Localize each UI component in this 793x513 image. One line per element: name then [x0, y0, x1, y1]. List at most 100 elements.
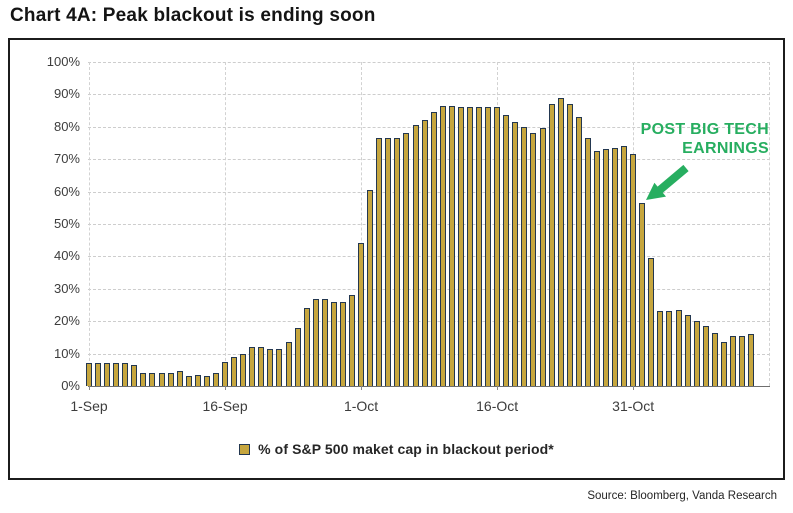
bar-day-18	[249, 347, 256, 386]
bar-day-69	[711, 333, 718, 386]
bar-day-54	[575, 117, 582, 386]
green-arrow-icon	[646, 164, 689, 200]
bar-day-9	[167, 373, 174, 386]
bar-day-46	[503, 115, 510, 386]
bar-day-31	[367, 190, 374, 386]
bar-day-60	[630, 154, 637, 386]
bar-day-32	[376, 138, 383, 386]
gridline-y-100	[88, 62, 770, 63]
bar-day-3	[113, 363, 120, 386]
y-axis-label-70: 70%	[53, 151, 80, 167]
bar-day-8	[158, 373, 165, 386]
bar-day-37	[421, 120, 428, 386]
bar-day-34	[394, 138, 401, 386]
bar-day-5	[131, 365, 138, 386]
bar-day-25	[312, 299, 319, 386]
bar-day-72	[739, 336, 746, 386]
bar-day-47	[512, 122, 519, 386]
bar-day-40	[448, 106, 455, 386]
bar-day-1	[95, 363, 102, 386]
y-axis-label-50: 50%	[53, 216, 80, 231]
plot-area	[86, 62, 770, 387]
y-axis-label-30: 30%	[53, 280, 80, 296]
bar-day-49	[530, 133, 537, 386]
bar-day-68	[702, 326, 709, 386]
annotation-post-big-tech-earnings: POST BIG TECH EARNINGS	[641, 120, 769, 158]
bar-day-61	[639, 203, 646, 386]
x-axis-label-16-Sep: 16-Sep	[202, 398, 248, 414]
bar-day-58	[612, 148, 619, 386]
bar-day-42	[466, 107, 473, 386]
bar-day-14	[212, 373, 219, 386]
bar-day-23	[294, 328, 301, 386]
y-axis-label-60: 60%	[53, 183, 80, 199]
x-axis-tick-16-Oct	[497, 386, 499, 390]
gridline-y-40	[88, 256, 770, 258]
bar-day-71	[729, 336, 736, 386]
bar-day-41	[457, 107, 464, 386]
bar-day-4	[122, 363, 129, 386]
bar-day-73	[748, 334, 755, 386]
bar-day-33	[385, 138, 392, 386]
gridline-y-10	[88, 353, 770, 355]
gridline-y-50	[88, 224, 770, 225]
bar-day-44	[485, 107, 492, 386]
bar-day-29	[349, 295, 356, 386]
source-attribution: Source: Bloomberg, Vanda Research	[587, 490, 777, 502]
bar-day-0	[86, 363, 92, 386]
bar-day-10	[176, 371, 183, 386]
bar-day-39	[439, 106, 446, 386]
gridline-x-1-Oct	[361, 62, 363, 386]
bar-day-45	[494, 107, 501, 386]
bar-day-26	[321, 299, 328, 386]
bar-day-48	[521, 127, 528, 386]
gridline-y-30	[88, 288, 770, 290]
x-axis-tick-31-Oct	[633, 386, 635, 390]
bar-day-55	[584, 138, 591, 386]
x-axis-tick-1-Sep	[89, 386, 90, 390]
bar-day-16	[231, 357, 238, 386]
bar-day-63	[657, 311, 664, 386]
x-axis-label-1-Oct: 1-Oct	[343, 398, 379, 414]
bar-day-17	[240, 354, 247, 386]
x-axis-label-1-Sep: 1-Sep	[70, 398, 108, 414]
bar-day-13	[203, 376, 210, 386]
bar-day-22	[285, 342, 292, 386]
chart-title: Chart 4A: Peak blackout is ending soon	[10, 5, 376, 26]
y-axis-label-0: 0%	[61, 378, 80, 393]
y-axis-label-80: 80%	[53, 118, 80, 134]
bar-day-56	[593, 151, 600, 386]
bar-day-59	[621, 146, 628, 386]
y-axis-label-20: 20%	[53, 313, 80, 329]
gridline-x-right-edge	[769, 62, 770, 386]
legend-swatch-gold-square	[239, 443, 251, 455]
bar-day-15	[222, 362, 229, 386]
gridline-y-70	[88, 159, 770, 161]
bar-day-24	[303, 308, 310, 386]
bar-day-7	[149, 373, 156, 386]
bar-day-2	[104, 363, 111, 386]
y-axis-label-90: 90%	[53, 86, 80, 102]
gridline-y-20	[88, 321, 770, 323]
bar-day-21	[276, 349, 283, 386]
annotation-line-1: POST BIG TECH	[640, 121, 769, 138]
x-axis-tick-1-Oct	[361, 386, 363, 390]
bar-day-65	[675, 310, 682, 386]
gridline-y-60	[88, 191, 770, 193]
gridline-x-1-Sep	[89, 62, 90, 386]
bar-day-43	[476, 107, 482, 386]
bar-day-12	[194, 375, 201, 386]
x-axis-label-31-Oct: 31-Oct	[612, 398, 655, 414]
bar-day-62	[648, 258, 655, 386]
bar-day-28	[339, 302, 346, 386]
chart-frame: POST BIG TECH EARNINGS % of S&P 500 make…	[8, 38, 785, 480]
bar-day-64	[666, 311, 673, 386]
y-axis-label-40: 40%	[53, 248, 80, 264]
gridline-y-80	[88, 126, 770, 128]
x-axis-label-16-Oct: 16-Oct	[476, 398, 519, 414]
bar-day-38	[430, 112, 437, 386]
bar-day-57	[602, 149, 609, 386]
gridline-x-16-Sep	[225, 62, 227, 386]
bar-day-67	[693, 321, 700, 386]
gridline-y-90	[88, 94, 770, 96]
